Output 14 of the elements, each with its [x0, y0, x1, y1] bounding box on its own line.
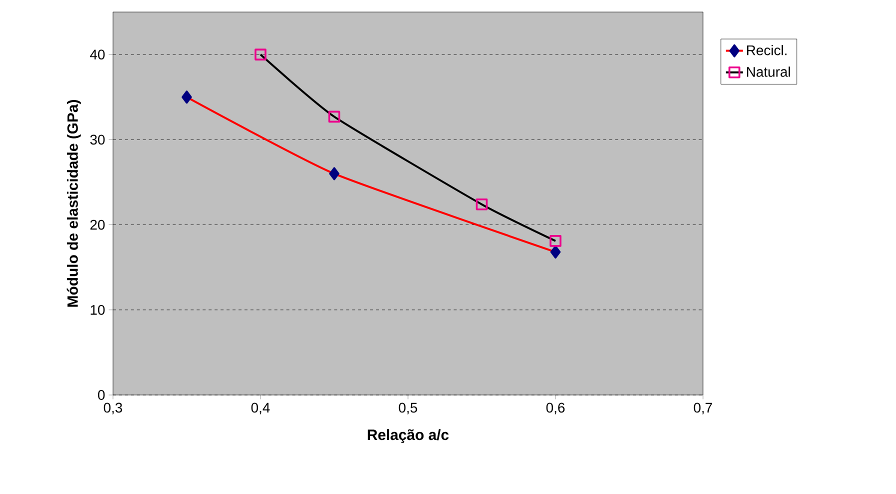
x-tick-label: 0,5 — [398, 402, 418, 414]
y-axis-title: Módulo de elasticidade (GPa) — [66, 100, 81, 307]
x-tick-label: 0,4 — [251, 402, 270, 414]
legend-label: Recicl. — [747, 45, 786, 56]
y-tick-label: 0 — [98, 390, 105, 400]
y-tick-label: 30 — [90, 134, 105, 145]
y-tick-label: 20 — [90, 220, 105, 230]
y-tick-label: 40 — [90, 50, 105, 60]
x-tick-label: 0,3 — [104, 402, 122, 414]
x-tick-label: 0,6 — [546, 402, 565, 414]
y-tick-label: 10 — [90, 304, 105, 315]
x-tick-label: 0,7 — [694, 402, 712, 414]
legend-label: Natural — [747, 66, 790, 77]
x-axis-title: Relação a/c — [368, 429, 449, 444]
